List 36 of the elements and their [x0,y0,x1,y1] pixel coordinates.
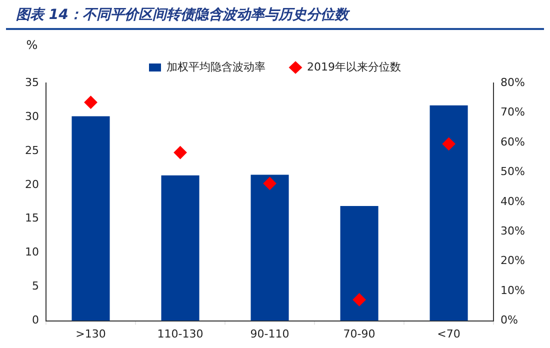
y2-tick-label: 10% [500,284,526,297]
legend-label: 2019年以来分位数 [307,60,402,74]
x-tick-label: 90-110 [250,327,290,340]
y2-tick-label: 20% [500,254,526,268]
y-axis-title: % [26,38,38,52]
x-tick-label: 70-90 [343,327,376,340]
bar [250,174,289,321]
bar [72,116,110,321]
point [442,137,456,150]
point [263,176,276,190]
y-tick-label: 35 [24,76,39,89]
x-tick-label: >130 [76,327,106,340]
y-tick-label: 20 [24,178,39,191]
y-tick-label: 0 [32,314,39,327]
y2-tick-label: 40% [500,194,526,208]
bar [430,105,468,321]
y-tick-label: 25 [24,144,39,157]
y2-tick-label: 60% [500,135,526,148]
legend-label: 加权平均隐含波动率 [166,60,266,74]
y-tick-label: 5 [32,280,39,293]
y-tick-label: 10 [24,246,39,259]
y-tick-label: 15 [24,212,39,225]
y-tick-label: 30 [24,110,39,123]
x-tick-label: 110-130 [157,327,204,340]
y2-tick-label: 50% [500,165,526,178]
y2-tick-label: 70% [500,106,526,119]
point [174,146,187,160]
y2-tick-label: 30% [500,224,526,238]
point [352,293,366,306]
x-tick-label: <70 [437,327,460,340]
bar [161,175,200,321]
point [84,96,98,109]
bar [340,206,378,321]
y2-tick-label: 80% [500,76,526,89]
chart-title: 图表 14：不同平价区间转债隐含波动率与历史分位数 [6,0,544,30]
y2-tick-label: 0% [500,314,518,327]
